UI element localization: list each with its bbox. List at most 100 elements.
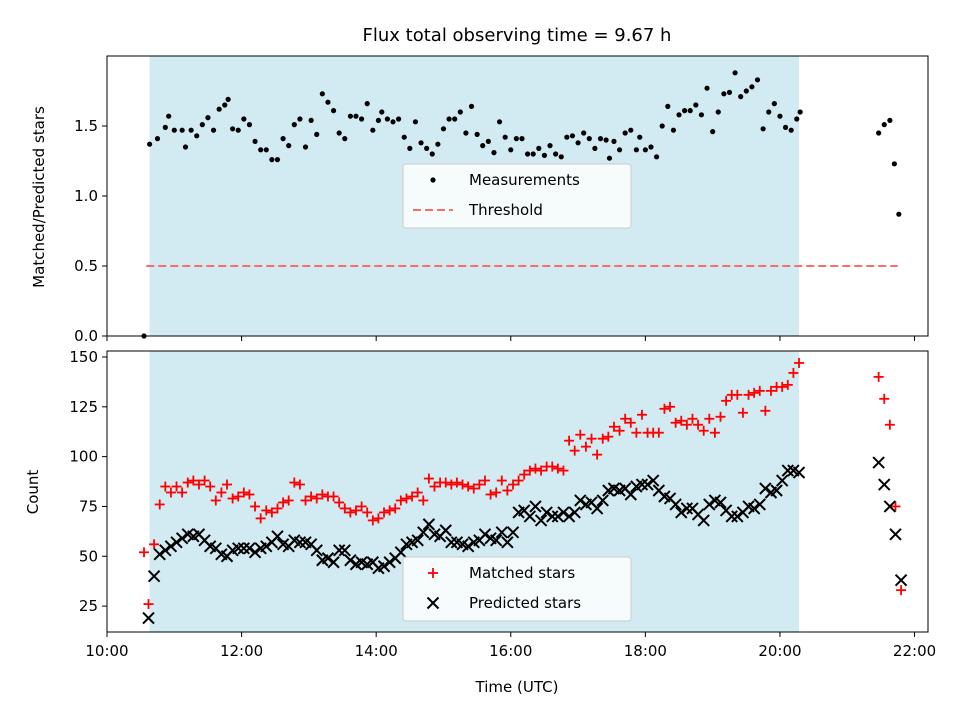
measurement-point: [637, 134, 643, 140]
predicted-star-point: [775, 474, 789, 487]
measurement-point: [760, 126, 766, 132]
measurement-point: [452, 116, 458, 122]
measurement-point: [319, 91, 325, 97]
legend-marker-dot: [430, 177, 436, 183]
predicted-star-point: [164, 540, 178, 553]
measurement-point: [353, 113, 359, 119]
measurement-point: [171, 127, 177, 133]
measurement-point: [147, 141, 153, 147]
measurement-point: [384, 116, 390, 122]
measurement-point: [881, 122, 887, 128]
measurement-point: [291, 122, 297, 128]
matched-star-point: [743, 389, 754, 400]
predicted-star-point: [445, 536, 458, 549]
legend-label: Predicted stars: [469, 594, 581, 612]
matched-star-point: [479, 475, 490, 486]
measurement-point: [541, 152, 548, 158]
matched-star-point: [171, 481, 182, 492]
matched-star-point: [289, 477, 300, 488]
measurement-point: [876, 130, 882, 136]
predicted-star-point: [574, 494, 587, 507]
predicted-star-point: [753, 498, 766, 511]
matched-star-point: [625, 417, 636, 428]
matched-star-point: [754, 385, 765, 396]
measurement-point: [297, 116, 303, 122]
matched-star-point: [205, 481, 216, 492]
matched-star-point: [379, 507, 390, 518]
matched-star-point: [390, 503, 401, 514]
matched-star-point: [457, 479, 468, 490]
matched-star-point: [143, 599, 154, 610]
measurement-point: [536, 145, 542, 151]
matched-star-point: [873, 371, 884, 382]
predicted-star-point: [422, 518, 436, 531]
matched-star-point: [317, 489, 328, 500]
measurement-point: [749, 84, 755, 90]
matched-star-point: [311, 493, 322, 504]
legend-marker-x: [426, 596, 440, 610]
matched-star-point: [474, 479, 485, 490]
measurement-point: [429, 151, 435, 157]
matched-star-point: [502, 485, 513, 496]
predicted-star-point: [523, 510, 537, 523]
matched-star-point: [154, 499, 165, 510]
legend-label: Measurements: [469, 171, 580, 189]
measurement-point: [687, 108, 693, 114]
predicted-star-point: [624, 488, 637, 501]
measurement-point: [611, 138, 617, 144]
matched-star-point: [345, 507, 356, 518]
measurement-point: [633, 147, 639, 153]
matched-star-point: [306, 491, 317, 502]
measurement-point: [704, 85, 710, 91]
measurement-point: [379, 109, 385, 115]
matched-star-point: [261, 505, 272, 516]
measurement-point: [314, 131, 320, 137]
predicted-star-point: [153, 548, 166, 561]
measurement-point: [440, 126, 447, 132]
measurement-point: [330, 108, 337, 114]
predicted-star-point: [534, 514, 548, 527]
measurement-point: [246, 122, 253, 128]
measurement-point: [401, 134, 407, 140]
matched-star-point: [139, 547, 150, 558]
measurement-point: [225, 96, 231, 102]
matched-star-point: [704, 413, 715, 424]
predicted-star-point: [557, 506, 570, 519]
measurement-point: [569, 133, 576, 139]
measurement-point: [715, 109, 721, 115]
matched-star-point: [362, 507, 373, 518]
predicted-star-point: [759, 482, 772, 495]
matched-star-point: [765, 385, 776, 396]
matched-star-point: [238, 487, 249, 498]
measurement-point: [435, 141, 441, 147]
predicted-star-point: [461, 540, 475, 553]
matched-star-point: [451, 477, 462, 488]
measurement-point: [485, 138, 491, 144]
measurement-point: [263, 147, 269, 153]
measurement-point: [446, 116, 452, 122]
measurement-point: [616, 147, 623, 153]
measurement-point: [726, 89, 733, 95]
predicted-star-point: [770, 484, 783, 497]
matched-star-point: [193, 479, 204, 490]
matched-star-point: [620, 413, 631, 424]
matched-star-point: [681, 419, 692, 430]
measurement-point: [418, 140, 424, 146]
predicted-star-point: [635, 478, 649, 491]
matched-star-point: [423, 473, 434, 484]
measurement-point: [682, 108, 688, 114]
matched-star-point: [884, 419, 895, 430]
predicted-star-point: [714, 496, 727, 509]
matched-star-point: [794, 357, 805, 368]
predicted-star-point: [596, 494, 609, 507]
predicted-star-point: [792, 466, 806, 479]
matched-star-point: [440, 477, 451, 488]
measurement-point: [788, 127, 794, 133]
measurement-point: [603, 137, 609, 143]
top-y-ticks: 0.0 0.5 1.0 1.5: [74, 117, 107, 345]
measurement-point: [342, 136, 348, 142]
matched-star-point: [233, 491, 244, 502]
x-tick-label: 22:00: [893, 642, 936, 660]
predicted-star-point: [142, 611, 155, 625]
